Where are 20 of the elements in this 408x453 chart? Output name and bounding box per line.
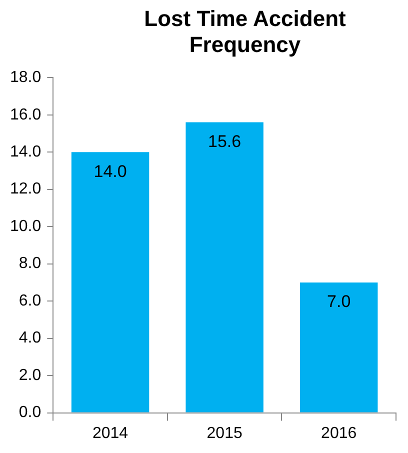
chart-title: Lost Time Accident Frequency	[143, 6, 347, 58]
y-tick-label: 8.0	[18, 255, 42, 272]
y-tick-label: 4.0	[18, 330, 42, 347]
y-tick-label: 16.0	[10, 106, 42, 124]
y-tick-label: 14.0	[10, 143, 42, 160]
x-tick-label: 2016	[321, 424, 357, 442]
y-tick-label: 10.0	[10, 218, 42, 235]
y-tick-label: 18.0	[10, 69, 42, 86]
y-tick-label: 0.0	[18, 404, 42, 422]
bar	[186, 122, 264, 412]
x-tick-label: 2015	[206, 424, 242, 442]
data-label: 15.6	[208, 132, 242, 151]
x-tick-label: 2014	[92, 424, 128, 442]
y-tick-label: 2.0	[18, 366, 42, 384]
data-label: 7.0	[327, 292, 351, 312]
y-tick-label: 6.0	[18, 292, 42, 310]
bar	[300, 282, 378, 412]
y-tick-label: 12.0	[10, 180, 42, 198]
data-label: 14.0	[94, 162, 127, 181]
bar	[71, 152, 150, 412]
